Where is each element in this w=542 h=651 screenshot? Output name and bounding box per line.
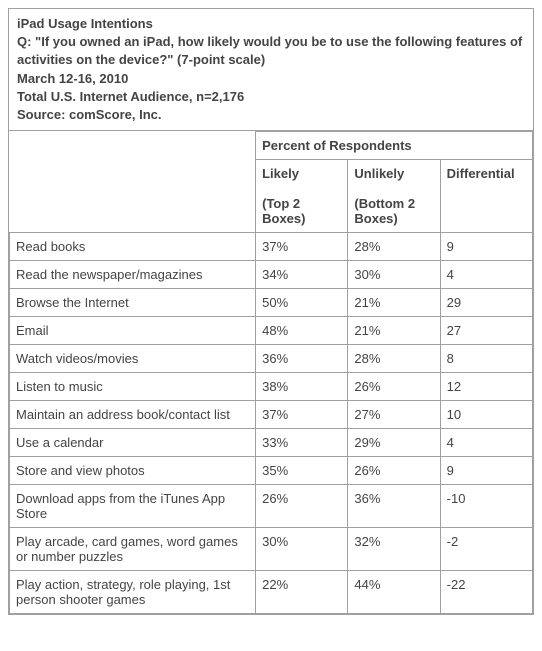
cell-activity: Read books bbox=[10, 233, 256, 261]
cell-unlikely: 27% bbox=[348, 401, 440, 429]
cell-activity: Store and view photos bbox=[10, 457, 256, 485]
table-row: Store and view photos35%26%9 bbox=[10, 457, 533, 485]
cell-activity: Listen to music bbox=[10, 373, 256, 401]
col-header-unlikely: Unlikely (Bottom 2 Boxes) bbox=[348, 160, 440, 233]
super-header-cell: Percent of Respondents bbox=[256, 132, 533, 160]
table-row: Use a calendar33%29%4 bbox=[10, 429, 533, 457]
cell-activity: Maintain an address book/contact list bbox=[10, 401, 256, 429]
cell-activity: Read the newspaper/magazines bbox=[10, 261, 256, 289]
cell-diff: -10 bbox=[440, 485, 532, 528]
table-row: Email48%21%27 bbox=[10, 317, 533, 345]
cell-diff: 27 bbox=[440, 317, 532, 345]
cell-likely: 34% bbox=[256, 261, 348, 289]
cell-activity: Play arcade, card games, word games or n… bbox=[10, 528, 256, 571]
table-row: Watch videos/movies36%28%8 bbox=[10, 345, 533, 373]
cell-activity: Download apps from the iTunes App Store bbox=[10, 485, 256, 528]
cell-activity: Watch videos/movies bbox=[10, 345, 256, 373]
cell-likely: 37% bbox=[256, 233, 348, 261]
cell-likely: 33% bbox=[256, 429, 348, 457]
table-body: Read books37%28%9Read the newspaper/maga… bbox=[10, 233, 533, 614]
cell-unlikely: 32% bbox=[348, 528, 440, 571]
cell-unlikely: 28% bbox=[348, 345, 440, 373]
cell-likely: 30% bbox=[256, 528, 348, 571]
cell-diff: -2 bbox=[440, 528, 532, 571]
cell-unlikely: 44% bbox=[348, 571, 440, 614]
col-header-likely-label: Likely bbox=[262, 166, 341, 181]
table-row: Play action, strategy, role playing, 1st… bbox=[10, 571, 533, 614]
cell-unlikely: 21% bbox=[348, 289, 440, 317]
cell-diff: 4 bbox=[440, 261, 532, 289]
cell-activity: Play action, strategy, role playing, 1st… bbox=[10, 571, 256, 614]
cell-unlikely: 28% bbox=[348, 233, 440, 261]
cell-likely: 36% bbox=[256, 345, 348, 373]
col-header-unlikely-label: Unlikely bbox=[354, 166, 433, 181]
cell-likely: 37% bbox=[256, 401, 348, 429]
cell-diff: 9 bbox=[440, 233, 532, 261]
col-header-likely-sub: (Top 2 Boxes) bbox=[262, 196, 341, 226]
table-header-block: iPad Usage Intentions Q: "If you owned a… bbox=[9, 9, 533, 131]
table-row: Read the newspaper/magazines34%30%4 bbox=[10, 261, 533, 289]
cell-unlikely: 30% bbox=[348, 261, 440, 289]
cell-activity: Email bbox=[10, 317, 256, 345]
cell-unlikely: 26% bbox=[348, 457, 440, 485]
cell-unlikely: 21% bbox=[348, 317, 440, 345]
header-source: Source: comScore, Inc. bbox=[17, 106, 525, 124]
cell-diff: 10 bbox=[440, 401, 532, 429]
cell-diff: 29 bbox=[440, 289, 532, 317]
cell-diff: 9 bbox=[440, 457, 532, 485]
cell-likely: 50% bbox=[256, 289, 348, 317]
cell-likely: 22% bbox=[256, 571, 348, 614]
cell-unlikely: 29% bbox=[348, 429, 440, 457]
table-row: Listen to music38%26%12 bbox=[10, 373, 533, 401]
super-header-row: Percent of Respondents bbox=[10, 132, 533, 160]
table-row: Play arcade, card games, word games or n… bbox=[10, 528, 533, 571]
cell-unlikely: 26% bbox=[348, 373, 440, 401]
table-row: Browse the Internet50%21%29 bbox=[10, 289, 533, 317]
table-row: Download apps from the iTunes App Store2… bbox=[10, 485, 533, 528]
cell-diff: 12 bbox=[440, 373, 532, 401]
table-row: Read books37%28%9 bbox=[10, 233, 533, 261]
survey-table-container: iPad Usage Intentions Q: "If you owned a… bbox=[8, 8, 534, 615]
cell-unlikely: 36% bbox=[348, 485, 440, 528]
col-header-diff: Differential bbox=[440, 160, 532, 233]
header-date: March 12-16, 2010 bbox=[17, 70, 525, 88]
cell-diff: 8 bbox=[440, 345, 532, 373]
table-row: Maintain an address book/contact list37%… bbox=[10, 401, 533, 429]
col-header-likely: Likely (Top 2 Boxes) bbox=[256, 160, 348, 233]
cell-diff: 4 bbox=[440, 429, 532, 457]
cell-likely: 35% bbox=[256, 457, 348, 485]
col-header-unlikely-sub: (Bottom 2 Boxes) bbox=[354, 196, 433, 226]
data-table: Percent of Respondents Likely (Top 2 Box… bbox=[9, 131, 533, 614]
cell-diff: -22 bbox=[440, 571, 532, 614]
cell-activity: Use a calendar bbox=[10, 429, 256, 457]
cell-likely: 38% bbox=[256, 373, 348, 401]
header-question: Q: "If you owned an iPad, how likely wou… bbox=[17, 33, 525, 69]
blank-corner-cell bbox=[10, 132, 256, 233]
header-title: iPad Usage Intentions bbox=[17, 15, 525, 33]
cell-likely: 26% bbox=[256, 485, 348, 528]
cell-likely: 48% bbox=[256, 317, 348, 345]
header-audience: Total U.S. Internet Audience, n=2,176 bbox=[17, 88, 525, 106]
cell-activity: Browse the Internet bbox=[10, 289, 256, 317]
